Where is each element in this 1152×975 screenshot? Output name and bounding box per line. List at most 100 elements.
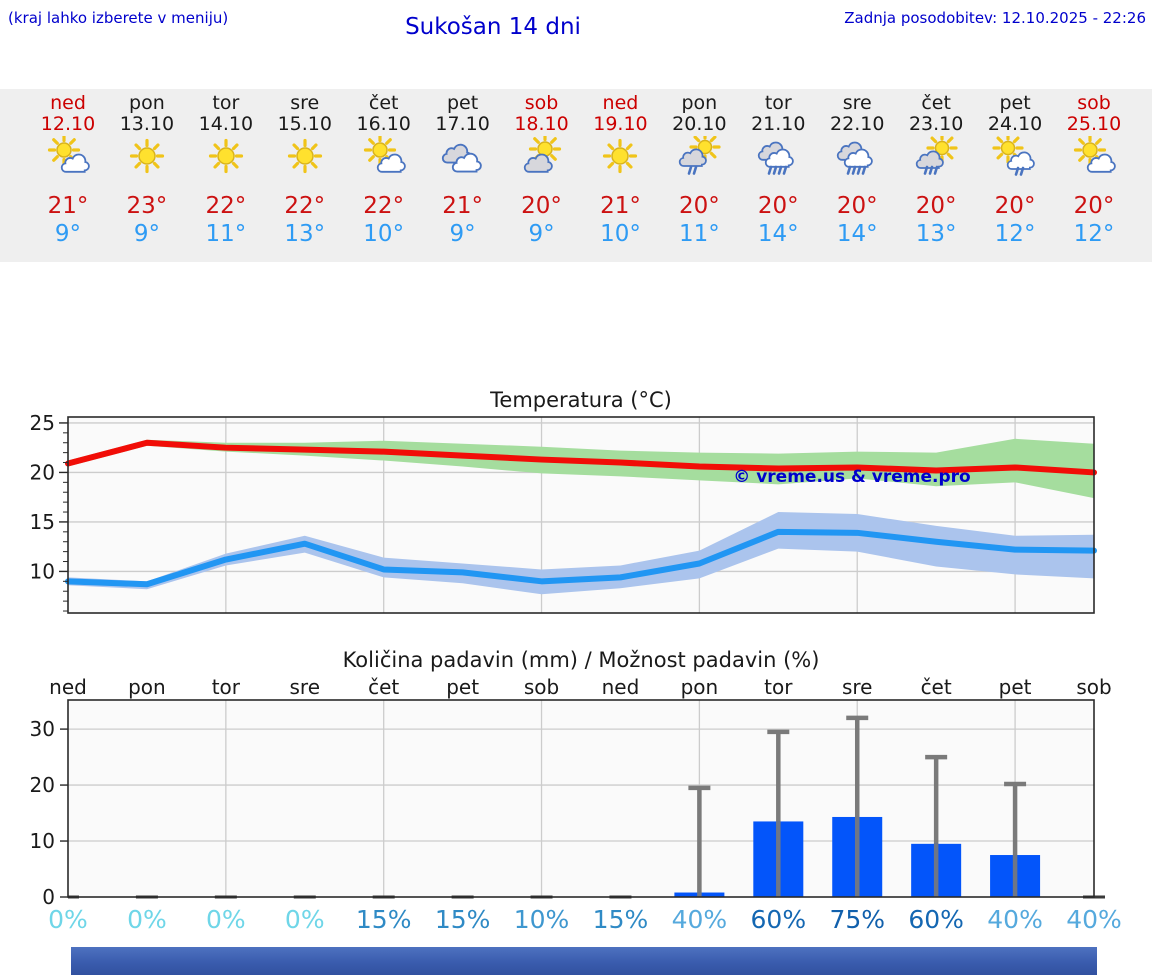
day-date: 15.10: [277, 113, 332, 135]
sun-cloud-icon: [363, 136, 406, 173]
y-axis-label: 25: [30, 411, 55, 435]
day-max-temp: 20°: [836, 193, 878, 219]
day-name: ned: [50, 92, 86, 114]
day-max-temp: 22°: [363, 193, 405, 219]
min-temperature-line: [65, 528, 1097, 588]
day-min-temp: 11°: [678, 221, 720, 247]
y-axis-label: 10: [30, 559, 55, 583]
day-icon-holder: [659, 136, 739, 182]
day-icon-holder: [738, 136, 818, 182]
day-date: 21.10: [751, 113, 806, 135]
precip-probability-label: 75%: [829, 905, 885, 934]
day-max-temp: 22°: [284, 193, 326, 219]
raindrop-part: [767, 165, 773, 175]
precip-probability-label: 40%: [987, 905, 1043, 934]
day-column-22.10: sre 22.10 20° 14°: [817, 89, 897, 248]
day-column-14.10: tor 14.10 22° 11°: [186, 89, 266, 248]
day-max-temp: 21°: [600, 193, 641, 219]
day-name: pon: [681, 92, 718, 114]
precip-probability-label: 10%: [514, 905, 570, 934]
sun-cloud-icon: [1073, 136, 1116, 173]
day-max-temp: 21°: [47, 193, 89, 219]
day-name: sob: [524, 92, 559, 114]
sun-part: [208, 138, 243, 174]
rain-icon: [758, 141, 795, 175]
day-name: sre: [290, 92, 320, 114]
day-axis-label: ned: [602, 675, 640, 699]
max-temperature-line: [65, 439, 1097, 476]
day-date: 17.10: [435, 113, 490, 135]
day-column-13.10: pon 13.10 23° 9°: [107, 89, 187, 248]
gray-cloud-part: [679, 148, 708, 167]
y-axis-label: 20: [30, 773, 55, 797]
day-column-19.10: ned 19.10 21° 10°: [580, 89, 660, 248]
day-axis-label: sre: [842, 675, 873, 699]
day-min-temp: 9°: [54, 221, 82, 247]
raindrop-part: [923, 165, 929, 175]
day-max-temp: 20°: [757, 193, 799, 219]
day-min-temp: 12°: [1073, 221, 1115, 247]
day-axis-label: sob: [1076, 675, 1111, 699]
gray-cloud-part: [523, 153, 553, 173]
day-icon-holder: [344, 136, 424, 182]
precip-probability-label: 15%: [356, 905, 412, 934]
y-axis-label: 10: [30, 829, 55, 853]
day-max-temp: 20°: [1073, 193, 1115, 219]
day-column-16.10: čet 16.10 22° 10°: [344, 89, 424, 248]
day-min-temp: 9°: [528, 221, 555, 247]
max-temperature-band: [68, 438, 1094, 499]
raindrop-part: [693, 165, 698, 175]
y-axis-label: 0: [42, 885, 55, 909]
sun-icon: [129, 138, 165, 174]
day-min-temp: 12°: [994, 221, 1036, 247]
precip-probability-label: 15%: [593, 905, 649, 934]
day-axis-label: pon: [681, 675, 719, 699]
day-date: 23.10: [908, 113, 964, 135]
day-min-temp: 14°: [757, 221, 799, 247]
day-icon-holder: [186, 136, 266, 182]
day-date: 18.10: [514, 113, 569, 135]
white-cloud-part: [451, 152, 482, 173]
y-axis-label: 15: [30, 510, 55, 534]
day-icon-holder: [580, 136, 660, 182]
day-date: 19.10: [593, 113, 648, 135]
precip-probability-label: 60%: [908, 905, 964, 934]
raindrop-part: [772, 165, 778, 175]
precip-probability-label: 0%: [127, 905, 167, 934]
sun-gray-cloud-icon: [523, 136, 561, 173]
white-cloud-part: [1006, 151, 1035, 170]
day-name: sre: [842, 92, 872, 114]
white-cloud-part: [376, 153, 406, 173]
day-min-temp: 13°: [284, 221, 326, 247]
raindrop-part: [851, 165, 857, 175]
raindrop-part: [1019, 166, 1025, 176]
day-icon-holder: [896, 136, 976, 182]
day-name: tor: [764, 92, 792, 114]
day-axis-label: sre: [290, 675, 321, 699]
precip-probability-label: 15%: [435, 905, 491, 934]
day-icon-holder: [817, 136, 897, 182]
day-axis-label: čet: [921, 675, 952, 699]
precipitation-chart: ned pon tor sre čet pet sob ned pon tor sre čet pet s…: [30, 675, 1122, 934]
footer-banner: [71, 947, 1097, 975]
precip-probability-label: 40%: [672, 905, 728, 934]
plot-border: [67, 416, 1095, 614]
day-min-temp: 10°: [600, 221, 641, 247]
day-max-temp: 21°: [442, 193, 483, 219]
day-column-24.10: pet 24.10 20° 12°: [975, 89, 1055, 248]
raindrop-part: [933, 165, 939, 175]
precip-probability-label: 60%: [751, 905, 807, 934]
sun-rain-icon: [915, 136, 958, 175]
day-date: 13.10: [119, 113, 175, 135]
white-cloud-part: [60, 153, 90, 173]
day-max-temp: 20°: [521, 193, 562, 219]
day-axis-label: tor: [212, 675, 241, 699]
raindrop-part: [928, 165, 934, 175]
day-icon-holder: [423, 136, 503, 182]
day-date: 22.10: [830, 113, 885, 135]
precip-probability-label: 0%: [48, 905, 88, 934]
day-name: sob: [1077, 92, 1111, 114]
temperature-chart: 10 15 20 25: [30, 411, 1097, 614]
day-date: 20.10: [672, 113, 727, 135]
